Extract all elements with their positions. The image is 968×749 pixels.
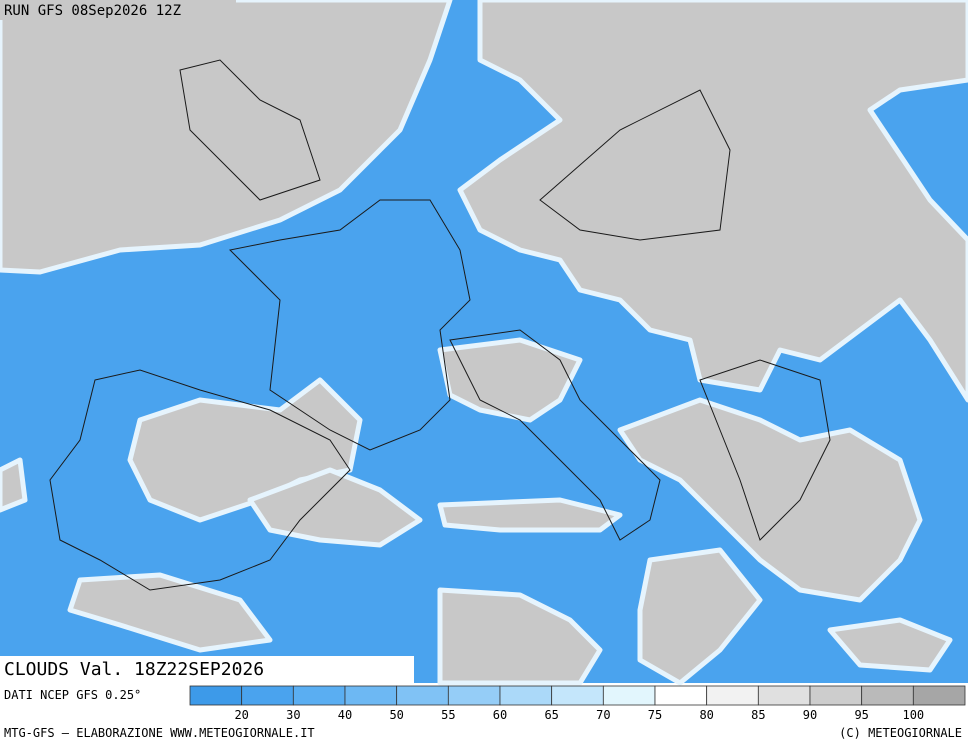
scale-swatch xyxy=(499,685,553,706)
source-label: DATI NCEP GFS 0.25° xyxy=(4,688,141,702)
scale-swatch xyxy=(861,685,914,706)
scale-swatch xyxy=(551,685,604,706)
scale-swatch xyxy=(241,685,294,706)
scale-swatch xyxy=(757,685,811,706)
scale-label: 50 xyxy=(389,708,403,722)
cloud-areas xyxy=(0,0,968,686)
scale-swatch xyxy=(189,685,243,706)
scale-label: 30 xyxy=(286,708,300,722)
scale-label: 60 xyxy=(493,708,507,722)
copyright: (C) METEOGIORNALE xyxy=(839,726,962,740)
field-box xyxy=(0,656,414,683)
scale-swatch xyxy=(447,685,501,706)
scale-swatch xyxy=(809,685,863,706)
credits: MTG-GFS — ELABORAZIONE WWW.METEOGIORNALE… xyxy=(4,726,315,740)
scale-swatch xyxy=(706,685,759,706)
scale-label: 95 xyxy=(854,708,868,722)
scale-swatch xyxy=(602,685,656,706)
scale-label: 90 xyxy=(803,708,817,722)
scale-label: 75 xyxy=(648,708,662,722)
scale-label: 20 xyxy=(234,708,248,722)
scale-label: 100 xyxy=(902,708,924,722)
field-label: CLOUDS Val. 18Z22SEP2026 xyxy=(4,659,264,680)
scale-label: 85 xyxy=(751,708,765,722)
scale-label: 65 xyxy=(544,708,558,722)
borders xyxy=(49,59,831,591)
scale-swatch xyxy=(396,685,449,706)
scale-label: 40 xyxy=(338,708,352,722)
scale-label: 80 xyxy=(699,708,713,722)
scale-label: 70 xyxy=(596,708,610,722)
scale-swatch xyxy=(344,685,398,706)
scale-label: 55 xyxy=(441,708,455,722)
scale-swatch xyxy=(654,685,708,706)
scale-swatch xyxy=(912,685,966,706)
run-box xyxy=(0,0,236,20)
run-label: RUN GFS 08Sep2026 12Z xyxy=(4,3,181,19)
scale-swatch xyxy=(292,685,346,706)
color-scale: 20 30 40 50 55 60 65 70 75 80 85 90 95 100 xyxy=(189,685,966,722)
